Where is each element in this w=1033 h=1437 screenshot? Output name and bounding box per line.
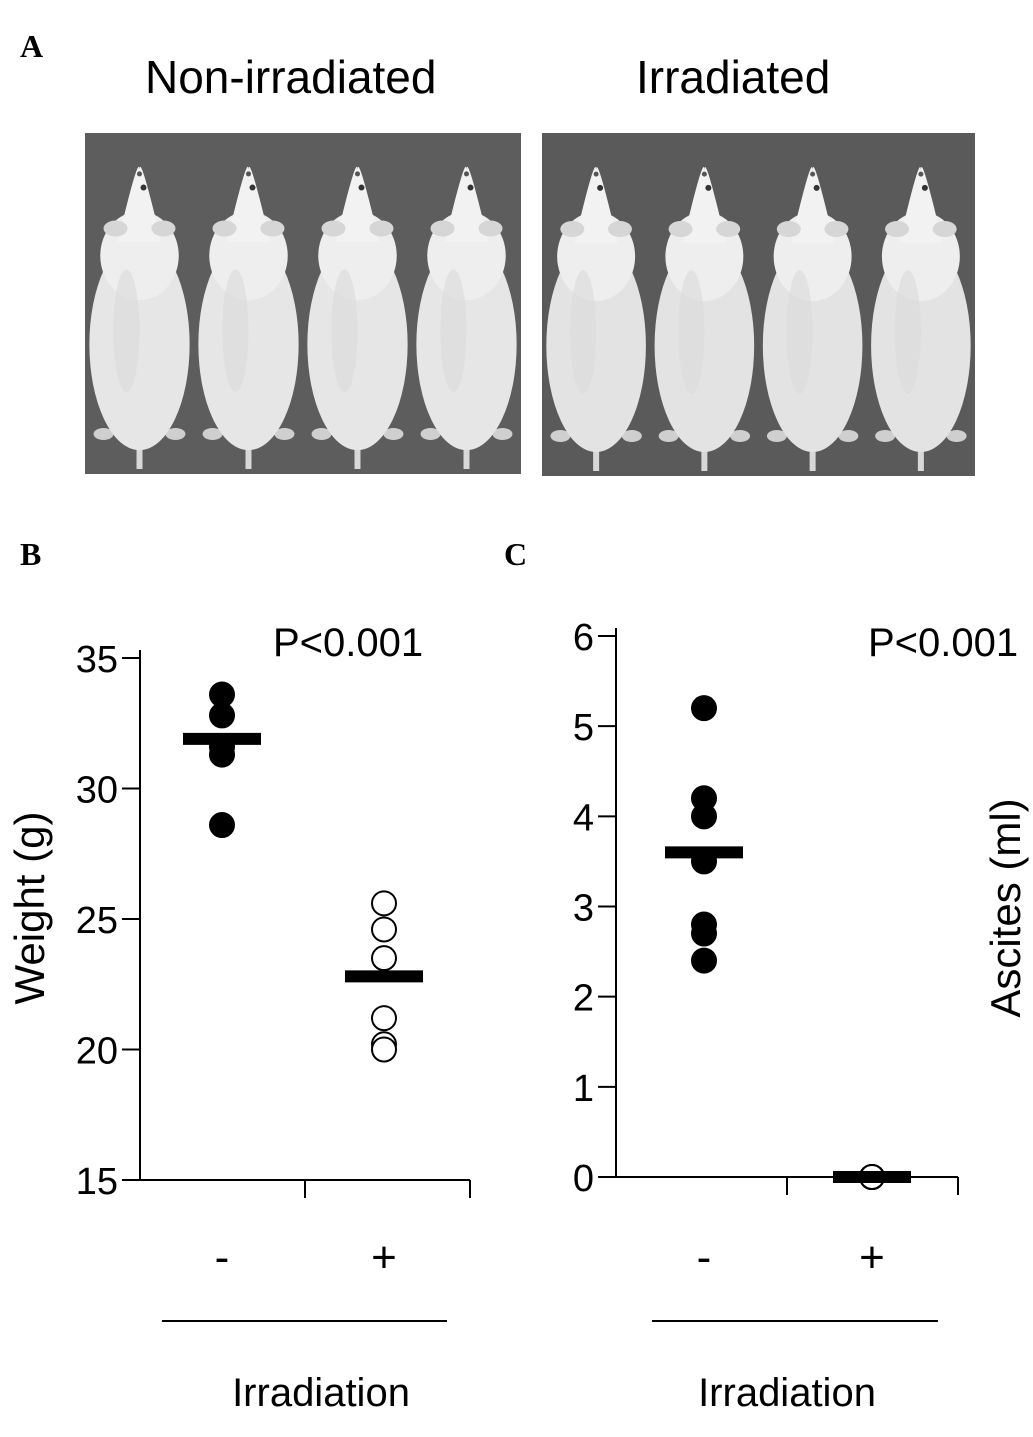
chart-ascites-xlabel: Irradiation (698, 1371, 876, 1415)
mouse (762, 166, 863, 471)
chart-ascites-data-point (691, 803, 717, 830)
chart-weight-data-point (371, 916, 397, 943)
chart-ascites-y-tick-label: 5 (573, 707, 594, 749)
chart-ascites-y-tick-label: 6 (573, 617, 594, 659)
chart-weight-data-point (209, 812, 235, 839)
mouse (89, 166, 190, 469)
chart-weight-y-tick-label: 20 (76, 1031, 118, 1073)
chart-weight: P<0.001 Weight (g) Irradiation 15 20 25 30 3… (6, 621, 471, 1415)
mouse (546, 166, 646, 471)
panel-letter-c: C (504, 536, 528, 572)
chart-weight-y-tick-label: 15 (76, 1161, 118, 1203)
chart-weight-data-point (209, 702, 235, 729)
chart-weight-y-tick-label: 35 (76, 639, 118, 681)
mouse (654, 166, 755, 471)
chart-weight-data-point (371, 1036, 397, 1063)
chart-weight-y-tick-label: 30 (76, 770, 118, 812)
mouse (307, 166, 408, 469)
chart-weight-data-point (209, 741, 235, 768)
chart-ascites: P<0.001 Ascites (ml) Irradiation 0 1 2 3 4 5 6… (573, 617, 1029, 1415)
chart-weight-category-label: - (215, 1233, 230, 1282)
chart-ascites-y-tick-label: 0 (573, 1158, 594, 1200)
mouse (871, 166, 971, 471)
chart-ascites-category-label: + (859, 1233, 885, 1282)
panel-letter-b: B (20, 536, 42, 572)
photo-title-non-irradiated: Non-irradiated (145, 51, 437, 103)
chart-weight-data-point (371, 890, 397, 917)
chart-weight-y-tick-label: 25 (76, 900, 118, 942)
chart-ascites-y-tick-label: 1 (573, 1068, 594, 1110)
chart-ascites-ylabel: Ascites (ml) (982, 798, 1029, 1017)
chart-ascites-data-point (691, 947, 717, 974)
chart-ascites-data-point (691, 695, 717, 722)
photo-title-irradiated: Irradiated (636, 51, 831, 103)
chart-ascites-y-tick-label: 4 (573, 797, 594, 839)
photo-non-irradiated-mice (85, 133, 521, 474)
chart-weight-data-point (371, 945, 397, 972)
mouse (198, 166, 299, 469)
chart-weight-ylabel: Weight (g) (6, 812, 53, 1005)
chart-weight-data-point (371, 1005, 397, 1032)
mouse (416, 166, 517, 469)
chart-ascites-data-point (691, 920, 717, 947)
panel-letter-a: A (20, 28, 44, 64)
chart-ascites-y-tick-label: 2 (573, 978, 594, 1020)
chart-ascites-y-tick-label: 3 (573, 888, 594, 930)
chart-ascites-annotation: P<0.001 (868, 621, 1018, 665)
chart-weight-xlabel: Irradiation (232, 1371, 410, 1415)
chart-weight-category-label: + (371, 1233, 397, 1282)
chart-weight-annotation: P<0.001 (273, 621, 423, 665)
photo-irradiated-mice (542, 133, 975, 476)
chart-ascites-category-label: - (697, 1233, 712, 1282)
